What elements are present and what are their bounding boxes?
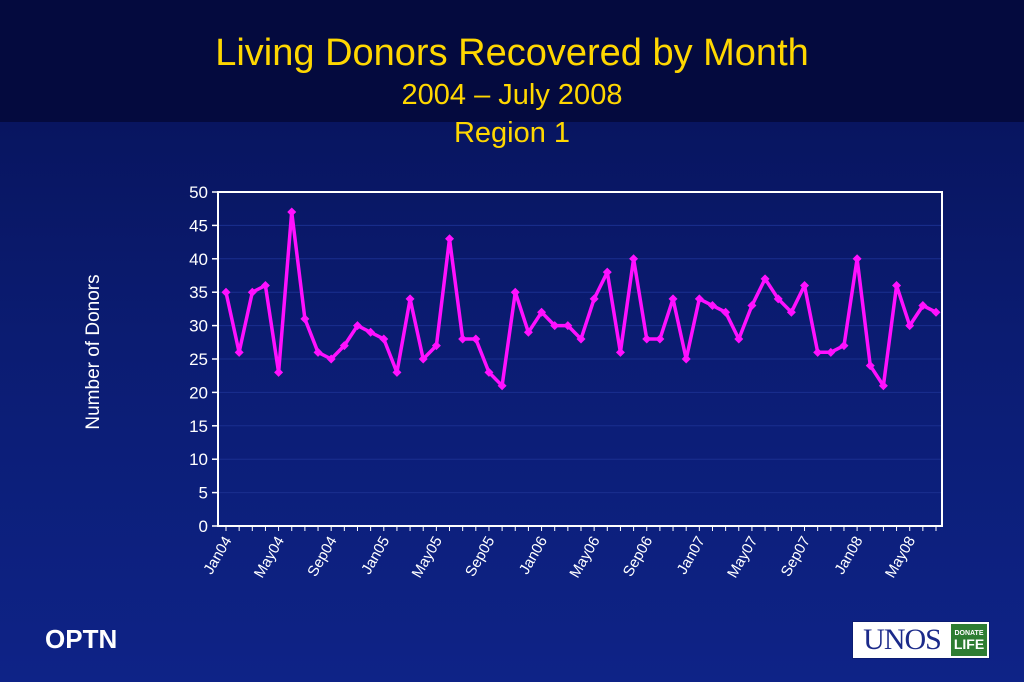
data-point [392,367,402,377]
x-tick-label: May06 [566,534,603,581]
data-point [300,314,310,324]
data-point [852,254,862,264]
data-point [668,294,678,304]
data-point [813,347,823,357]
x-tick-label: Jan07 [674,534,709,578]
data-point [892,281,902,291]
data-point [786,307,796,317]
data-point [339,341,349,351]
x-tick-label: May08 [882,534,919,581]
donate-life-top: DONATE [954,629,984,637]
data-point [313,347,323,357]
data-point [615,347,625,357]
data-point [352,321,362,331]
x-tick-label: May04 [251,534,288,581]
x-tick-label: Jan06 [516,534,551,578]
y-axis: 0 5 10 15 20 25 30 35 40 45 50 [189,183,218,536]
data-point [905,321,915,331]
data-point [773,294,783,304]
y-tick-label: 0 [199,517,208,536]
y-tick-label: 5 [199,484,208,503]
x-tick-label: Jan08 [831,534,866,578]
data-point [694,294,704,304]
data-point [865,361,875,371]
title-block: Living Donors Recovered by Month 2004 – … [0,30,1024,152]
data-point [589,294,599,304]
x-axis: Jan04 May04 Sep04 Jan05 May05 Sep05 Jan06 May06… [200,526,937,581]
data-point [234,347,244,357]
data-point [563,321,573,331]
x-tick-label: Sep07 [778,534,814,580]
donate-life-bottom: LIFE [953,635,985,652]
data-point [576,334,586,344]
x-tick-label: May05 [409,534,446,581]
data-point [471,334,481,344]
data-point [326,354,336,364]
y-tick-label: 40 [189,250,208,269]
y-tick-label: 10 [189,450,208,469]
unos-logo: UNOS DONATE LIFE [852,621,990,659]
title-band [0,0,1024,122]
x-tick-label: Sep04 [304,534,340,580]
data-point [878,381,888,391]
chart-subtitle: 2004 – July 2008 [401,79,623,111]
optn-label: OPTN [45,624,118,654]
y-tick-label: 25 [189,350,208,369]
data-point [602,267,612,277]
x-tick-label: Sep06 [620,534,656,580]
y-axis-label: Number of Donors [83,274,104,430]
y-tick-label: 45 [189,216,208,235]
data-point [366,327,376,337]
y-tick-label: 15 [189,417,208,436]
data-point [734,334,744,344]
data-point [221,287,231,297]
data-point [747,301,757,311]
data-point [707,301,717,311]
data-point [484,367,494,377]
data-point [260,281,270,291]
data-point [629,254,639,264]
data-point [405,294,415,304]
data-point [247,287,257,297]
data-point [537,307,547,317]
data-point [287,207,297,217]
y-tick-label: 20 [189,383,208,402]
series-donors [221,207,941,391]
y-tick-label: 30 [189,317,208,336]
data-point [379,334,389,344]
data-point [642,334,652,344]
chart-title: Living Donors Recovered by Month [215,32,809,74]
data-point [431,341,441,351]
gridlines [218,224,942,494]
data-point [721,307,731,317]
data-point [800,281,810,291]
data-point [497,381,507,391]
y-tick-label: 35 [189,283,208,302]
x-tick-label: Sep05 [462,534,498,580]
data-point [274,367,284,377]
x-tick-label: Jan04 [200,534,235,578]
data-point [418,354,428,364]
data-point [931,307,941,317]
chart-region: Region 1 [453,117,571,149]
data-point [655,334,665,344]
data-point [826,347,836,357]
data-point [458,334,468,344]
data-point [510,287,520,297]
data-point [918,301,928,311]
data-point [550,321,560,331]
unos-logo-word: UNOS [863,623,942,656]
donate-life-badge: DONATE LIFE [951,624,987,656]
data-point [445,234,455,244]
y-tick-label: 50 [189,183,208,202]
x-tick-label: Jan05 [358,534,393,578]
data-point [760,274,770,284]
data-point [681,354,691,364]
x-tick-label: May07 [724,534,761,581]
data-point [523,327,533,337]
data-point [839,341,849,351]
